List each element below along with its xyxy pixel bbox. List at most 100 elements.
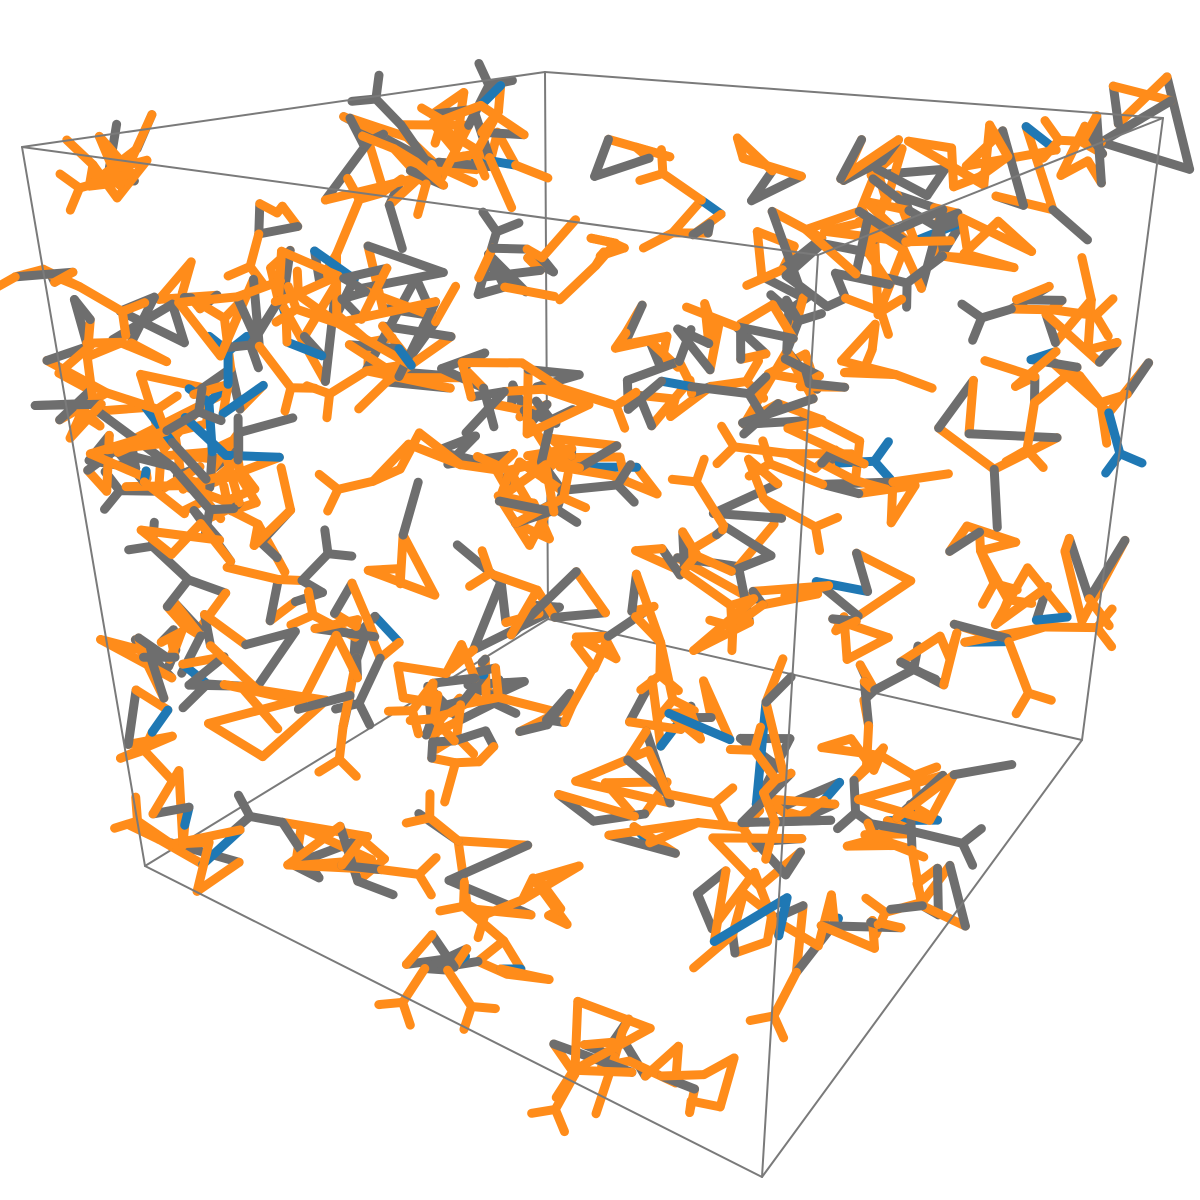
bond-984: [174, 292, 242, 307]
cell-edge-front-vertical: [761, 254, 819, 1178]
bond-1126: [989, 464, 1002, 532]
bond-928: [736, 300, 778, 329]
bond-508: [644, 746, 673, 799]
bond-1053: [522, 365, 533, 439]
bond-959: [293, 630, 341, 714]
bond-853: [854, 794, 935, 825]
bond-71: [1021, 122, 1058, 215]
bond-259: [813, 890, 836, 951]
bond-390: [1002, 622, 1050, 643]
bond-461: [977, 304, 1016, 323]
bond-184: [1050, 295, 1096, 348]
bond-333: [100, 486, 125, 514]
bond-490: [296, 823, 376, 865]
bond-248: [517, 861, 584, 905]
cell-edge-right: [1081, 117, 1164, 741]
bond-106: [320, 172, 425, 205]
bond-449: [658, 169, 706, 205]
bond-348: [249, 505, 296, 550]
bond-847: [258, 695, 331, 762]
bond-467: [83, 465, 112, 496]
bond-188: [1083, 338, 1122, 355]
bond-1045: [472, 452, 515, 476]
bond-1199: [570, 996, 583, 1079]
bond-274: [645, 818, 703, 848]
bond-392: [1040, 622, 1102, 633]
bond-17: [147, 705, 173, 737]
bond-1178: [980, 356, 1040, 382]
bond-506: [623, 726, 651, 765]
bond-1050: [738, 153, 806, 181]
bond-576: [917, 901, 970, 931]
bond-272: [604, 830, 680, 858]
bond-862: [742, 265, 787, 290]
bond-14: [123, 731, 177, 749]
bond-626: [474, 265, 545, 283]
bond-722: [323, 484, 343, 516]
bond-463: [968, 313, 987, 345]
bond-1044: [541, 460, 559, 517]
bond-1019: [657, 544, 685, 580]
bond-574: [933, 863, 943, 920]
bond-108: [384, 200, 407, 253]
bond-760: [1092, 111, 1106, 188]
cell-edge-bottom-right: [761, 739, 1083, 1178]
bond-1162: [901, 236, 955, 247]
bond-654: [152, 391, 182, 414]
bond-1079: [325, 366, 372, 399]
bond-693: [358, 131, 399, 154]
bond-176: [124, 541, 157, 555]
bond-992: [571, 567, 610, 618]
bond-186: [1041, 309, 1104, 367]
bond-1020: [631, 544, 667, 556]
bond-632: [469, 576, 506, 655]
bond-1072: [673, 324, 715, 375]
bond-198: [1104, 408, 1125, 459]
bond-660: [477, 654, 490, 667]
bond-369: [979, 120, 995, 190]
bond-960: [293, 690, 355, 714]
bond-854: [949, 760, 1017, 780]
bond-952: [557, 480, 622, 495]
bond-94: [453, 836, 533, 850]
bond-114: [570, 639, 599, 673]
cell-edge-top-front: [21, 146, 819, 256]
bond-1087: [935, 631, 954, 662]
bond-1066: [590, 153, 654, 181]
bond-415: [916, 205, 948, 293]
bond-214: [726, 551, 776, 576]
bond-1158: [851, 216, 872, 279]
bond-1152: [271, 304, 301, 327]
bond-1148: [332, 318, 416, 370]
bond-978: [136, 525, 176, 559]
bond-789: [816, 921, 879, 953]
bond-1105: [567, 665, 597, 710]
bond-418: [870, 235, 883, 320]
bond-180: [632, 462, 662, 499]
bond-1123: [934, 375, 978, 433]
bond-404: [657, 1070, 709, 1081]
bond-1119: [744, 372, 771, 399]
bond-426: [837, 319, 880, 366]
bond-190: [1077, 253, 1096, 305]
bond-399: [715, 1053, 739, 1112]
bond-877: [85, 449, 152, 483]
bond-704: [655, 670, 683, 696]
bond-630: [537, 215, 580, 263]
bond-881: [162, 407, 204, 436]
bond-1127: [357, 834, 389, 864]
bond-294: [500, 282, 559, 301]
bond-1177: [1011, 347, 1061, 391]
bond-570: [167, 437, 211, 484]
bond-414: [741, 356, 763, 386]
bond-979: [167, 519, 206, 559]
bond-297: [478, 207, 502, 237]
bond-16: [131, 685, 173, 715]
bond-233: [909, 762, 942, 780]
bond-983: [232, 292, 264, 351]
bond-652: [102, 388, 162, 414]
bond-1096: [437, 100, 486, 125]
bond-1217: [902, 825, 967, 848]
